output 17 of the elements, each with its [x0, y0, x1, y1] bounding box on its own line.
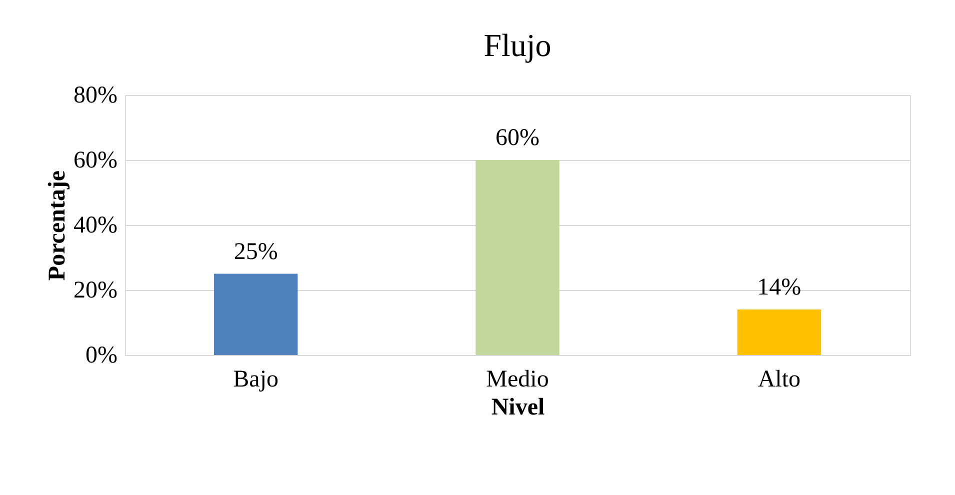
y-tick-label: 80%	[74, 82, 118, 108]
x-tick-label: Bajo	[233, 366, 278, 392]
x-tick-label: Medio	[486, 366, 549, 392]
y-tick-label: 40%	[74, 212, 118, 238]
chart-title: Flujo	[484, 27, 552, 63]
x-tick-label: Alto	[758, 366, 801, 392]
x-axis-title: Nivel	[491, 394, 545, 420]
bar	[737, 310, 822, 355]
data-label: 60%	[496, 125, 540, 151]
y-tick-label: 0%	[86, 342, 118, 368]
bar	[476, 160, 560, 355]
data-label: 14%	[757, 274, 802, 300]
y-tick-label: 60%	[74, 148, 118, 174]
y-tick-label: 20%	[74, 278, 118, 304]
data-label: 25%	[234, 238, 278, 265]
y-axis-title: Porcentaje	[44, 170, 71, 281]
bar	[214, 274, 298, 355]
